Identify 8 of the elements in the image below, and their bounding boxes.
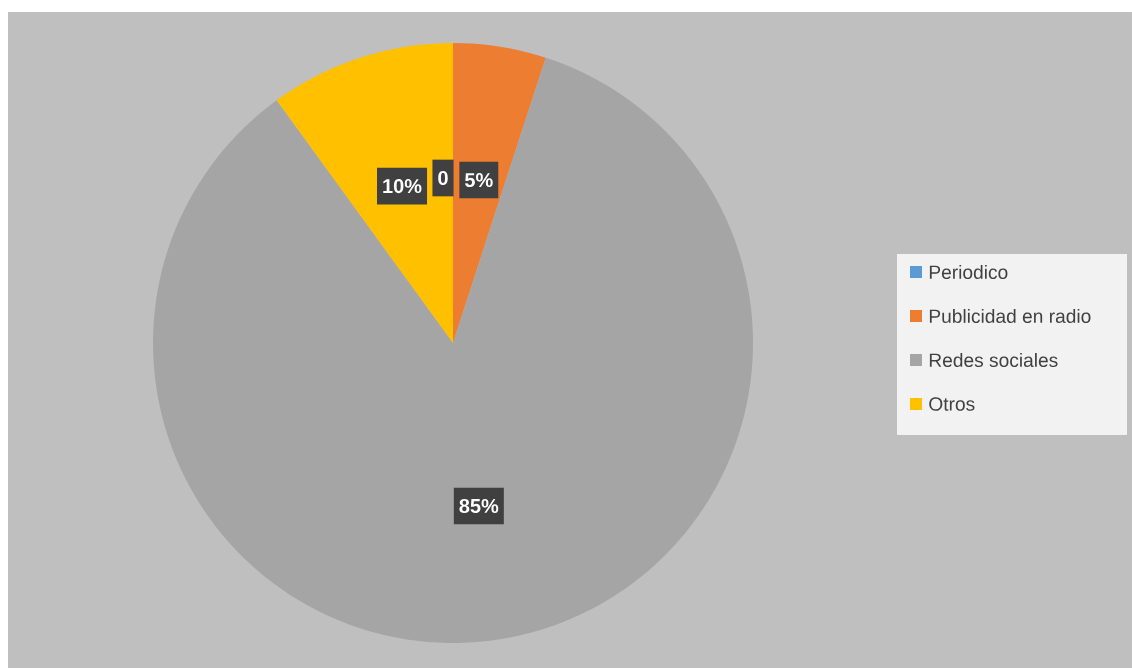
legend-label: Periodico [929, 264, 1008, 280]
legend-label: Otros [929, 397, 975, 411]
text: 0 [438, 170, 448, 186]
legend-label: Publicidad en radio [929, 308, 1091, 324]
legend-label: Redes sociales [929, 352, 1058, 368]
data-label: 85% [459, 498, 499, 514]
data-label: 5% [464, 172, 493, 188]
data-label: 10% [383, 179, 422, 194]
